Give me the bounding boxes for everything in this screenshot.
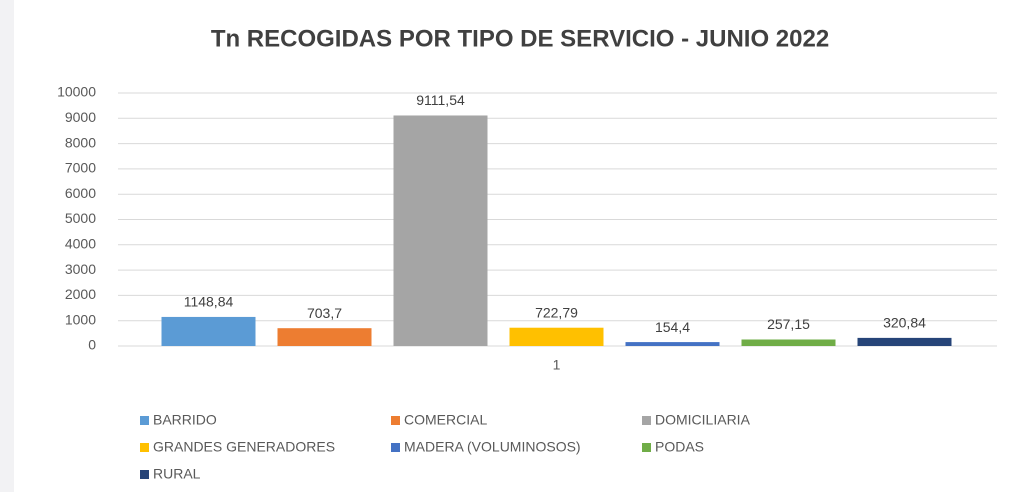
y-tick-label: 1000 bbox=[65, 311, 96, 327]
legend-label: RURAL bbox=[153, 466, 201, 482]
side-decoration bbox=[0, 0, 14, 492]
legend-label: DOMICILIARIA bbox=[655, 412, 751, 428]
legend-label: MADERA (VOLUMINOSOS) bbox=[404, 439, 581, 455]
legend-swatch bbox=[140, 470, 149, 479]
legend-label: PODAS bbox=[655, 439, 704, 455]
y-tick-label: 10000 bbox=[57, 84, 96, 100]
data-label: 722,79 bbox=[535, 304, 578, 320]
y-tick-label: 2000 bbox=[65, 286, 96, 302]
y-tick-label: 9000 bbox=[65, 109, 96, 125]
y-tick-label: 7000 bbox=[65, 160, 96, 176]
bar bbox=[393, 115, 488, 347]
bar bbox=[741, 339, 836, 346]
y-tick-label: 6000 bbox=[65, 185, 96, 201]
legend-swatch bbox=[140, 416, 149, 425]
legend-swatch bbox=[140, 443, 149, 452]
bar bbox=[625, 342, 720, 346]
legend-label: BARRIDO bbox=[153, 412, 217, 428]
data-label: 703,7 bbox=[307, 305, 342, 321]
data-label: 320,84 bbox=[883, 315, 926, 331]
x-tick-label: 1 bbox=[553, 357, 561, 373]
legend-swatch bbox=[642, 416, 651, 425]
bar bbox=[277, 328, 372, 346]
bar bbox=[857, 337, 952, 346]
y-tick-label: 3000 bbox=[65, 261, 96, 277]
legend-label: COMERCIAL bbox=[404, 412, 487, 428]
y-tick-label: 8000 bbox=[65, 134, 96, 150]
data-label: 154,4 bbox=[655, 319, 690, 335]
y-tick-label: 5000 bbox=[65, 210, 96, 226]
y-tick-label: 0 bbox=[88, 337, 96, 353]
data-label: 1148,84 bbox=[184, 294, 234, 310]
bar bbox=[509, 327, 604, 346]
legend-swatch bbox=[642, 443, 651, 452]
legend-label: GRANDES GENERADORES bbox=[153, 439, 335, 455]
data-label: 9111,54 bbox=[416, 92, 465, 108]
chart-title: Tn RECOGIDAS POR TIPO DE SERVICIO - JUNI… bbox=[211, 25, 829, 52]
legend-swatch bbox=[391, 416, 400, 425]
legend-swatch bbox=[391, 443, 400, 452]
data-label: 257,15 bbox=[767, 316, 810, 332]
y-tick-label: 4000 bbox=[65, 236, 96, 252]
bar bbox=[161, 316, 256, 346]
